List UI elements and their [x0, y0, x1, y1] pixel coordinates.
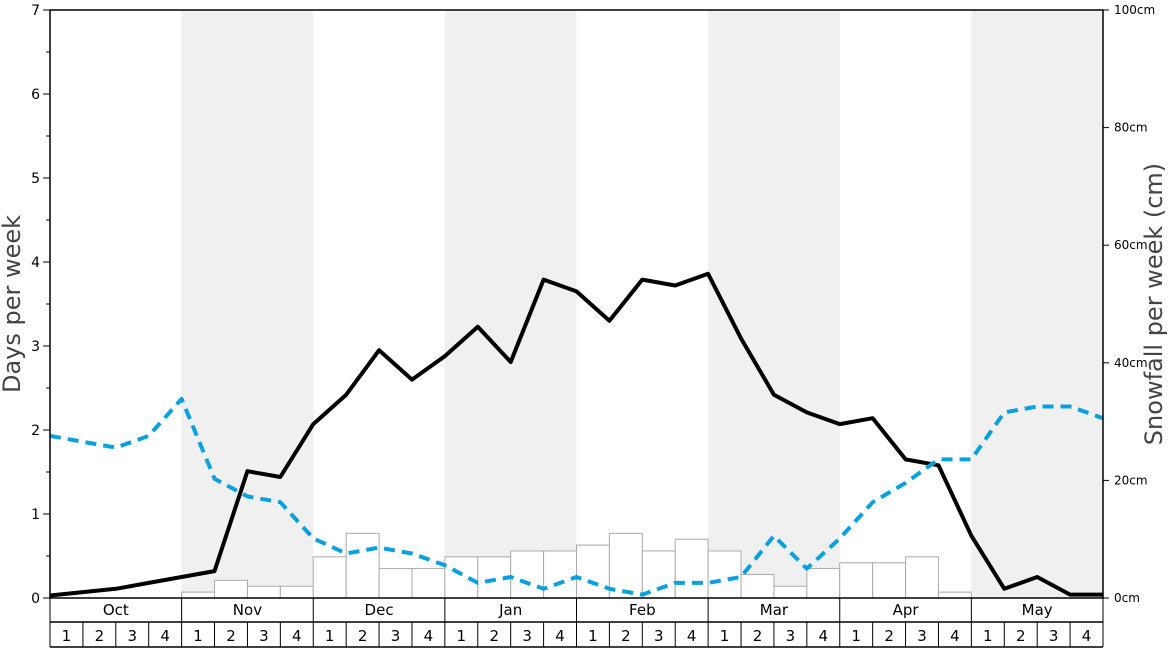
week-label: 2	[95, 627, 105, 645]
week-label: 3	[259, 627, 269, 645]
week-label: 4	[950, 627, 960, 645]
month-shading-layer	[181, 10, 1103, 598]
chart-lines-layer	[49, 271, 1104, 598]
y-axis-title-left: Days per week	[0, 215, 26, 393]
snowfall-bar	[214, 579, 248, 599]
snowfall-bar	[773, 585, 808, 599]
month-label-jan: Jan	[498, 601, 522, 619]
week-label: 2	[753, 627, 763, 645]
week-label: 3	[522, 627, 532, 645]
snowfall-bar	[872, 562, 907, 599]
snowfall-bar	[740, 573, 775, 599]
week-label: 4	[160, 627, 170, 645]
week-label: 2	[226, 627, 236, 645]
left-tick-label: 0	[31, 591, 40, 607]
left-tick-label: 2	[31, 423, 40, 439]
week-label: 3	[127, 627, 137, 645]
week-label: 3	[391, 627, 401, 645]
right-axis: 0cm 20cm 40cm 60cm 80cm 100cm	[1103, 3, 1155, 605]
month-label-feb: Feb	[629, 601, 656, 619]
month-label-may: May	[1022, 601, 1053, 619]
week-label: 3	[786, 627, 796, 645]
month-label-dec: Dec	[365, 601, 394, 619]
month-label-apr: Apr	[893, 601, 920, 619]
left-tick-label: 1	[31, 507, 40, 523]
week-label: 4	[819, 627, 829, 645]
dashed-series-line	[49, 396, 1104, 597]
solid-series-line	[49, 271, 1103, 598]
week-label: 1	[720, 627, 730, 645]
month-label-oct: Oct	[103, 601, 129, 619]
week-label: 1	[325, 627, 335, 645]
snowfall-bar	[674, 538, 709, 599]
week-label: 1	[193, 627, 203, 645]
week-label: 4	[292, 627, 302, 645]
week-label: 3	[1049, 627, 1059, 645]
week-label: 2	[1016, 627, 1026, 645]
snowfall-bar	[411, 568, 446, 599]
left-axis: 0 1 2 3 4 5 6 7	[31, 3, 50, 607]
week-label: 1	[457, 627, 467, 645]
week-label: 2	[884, 627, 894, 645]
snowfall-bar	[378, 568, 413, 599]
snowfall-bar	[806, 568, 841, 599]
week-label: 1	[983, 627, 993, 645]
week-label: 1	[62, 627, 72, 645]
week-label: 4	[1082, 627, 1092, 645]
right-tick-label: 60cm	[1114, 238, 1148, 252]
week-label: 4	[687, 627, 697, 645]
right-tick-label: 0cm	[1114, 591, 1140, 605]
month-shade-mar	[708, 10, 840, 598]
week-label: 4	[424, 627, 434, 645]
week-label: 3	[654, 627, 664, 645]
left-tick-label: 7	[31, 3, 40, 19]
month-shade-may	[971, 10, 1103, 598]
left-tick-label: 6	[31, 87, 40, 103]
month-axis: Oct Nov Dec Jan Feb Mar Apr May	[49, 598, 1104, 623]
right-tick-label: 40cm	[1114, 356, 1148, 370]
snowfall-bar	[345, 532, 380, 599]
right-tick-label: 80cm	[1114, 121, 1148, 135]
snowfall-bar	[905, 556, 939, 599]
left-tick-label: 4	[31, 255, 40, 271]
snowfall-bars-layer	[181, 532, 972, 599]
snowfall-bar	[707, 550, 742, 599]
snowfall-bar	[510, 550, 545, 599]
week-label: 4	[555, 627, 565, 645]
snowfall-bar	[839, 562, 874, 599]
week-label: 2	[621, 627, 631, 645]
left-tick-label: 5	[31, 171, 40, 187]
month-label-nov: Nov	[233, 601, 262, 619]
snowfall-bar	[279, 585, 314, 599]
snowfall-bar	[576, 544, 610, 599]
month-shade-jan	[444, 10, 577, 598]
snowfall-bar	[937, 591, 972, 599]
right-tick-label: 100cm	[1114, 3, 1155, 17]
y-axis-title-right: Snowfall per week (cm)	[1140, 163, 1168, 445]
week-label: 2	[358, 627, 368, 645]
week-label: 1	[588, 627, 598, 645]
snowfall-bar	[181, 591, 216, 599]
left-tick-label: 3	[31, 339, 40, 355]
snowfall-bar	[444, 556, 479, 599]
snowfall-bar	[543, 550, 577, 599]
right-tick-label: 20cm	[1114, 473, 1148, 487]
week-axis: 1 2 3 4 1 2 3 4 1 2 3 4 1 2 3 4 1 2 3 4 1 2 3 4 1 2 3 4 1 2 3 4	[49, 622, 1104, 648]
week-label: 2	[489, 627, 499, 645]
week-label: 1	[851, 627, 861, 645]
month-shade-nov	[181, 10, 314, 598]
week-label: 3	[917, 627, 927, 645]
month-label-mar: Mar	[760, 601, 789, 619]
snowfall-bar	[312, 556, 347, 599]
snowfall-bar	[246, 585, 281, 599]
